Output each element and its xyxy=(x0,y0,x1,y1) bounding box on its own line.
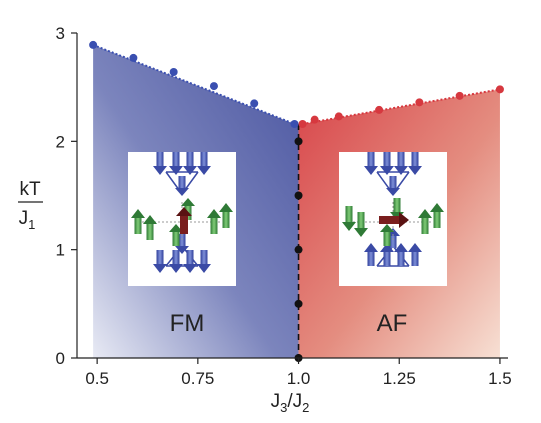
y-tick-label: 3 xyxy=(56,24,65,43)
data-point xyxy=(298,120,307,128)
fm-inset-image xyxy=(128,152,236,286)
data-point xyxy=(294,299,303,308)
x-tick-label: 0.75 xyxy=(181,369,214,388)
data-point xyxy=(89,40,98,49)
data-point xyxy=(375,105,384,114)
y-tick-label: 1 xyxy=(56,241,65,260)
af-inset-image xyxy=(339,152,447,286)
tick-labels: 0.5 0.75 1.0 1.25 1.5 0 1 2 3 xyxy=(56,24,512,388)
y-tick-label: 0 xyxy=(56,349,65,368)
data-point xyxy=(294,245,303,254)
data-point xyxy=(129,53,138,62)
y-tick-label: 2 xyxy=(56,132,65,151)
x-axis-label: J3/J2 xyxy=(271,391,310,415)
fm-boundary-line xyxy=(92,43,295,125)
data-point xyxy=(310,115,319,124)
x-tick-label: 1.25 xyxy=(383,369,416,388)
data-point xyxy=(334,112,343,121)
data-point xyxy=(495,85,504,94)
data-point xyxy=(294,191,303,200)
data-point xyxy=(209,82,218,91)
fm-region-label: FM xyxy=(170,310,205,337)
af-region-label: AF xyxy=(377,310,408,337)
data-point xyxy=(455,91,464,100)
y-axis-label: kT J1 xyxy=(18,179,43,232)
data-point xyxy=(169,68,178,76)
data-point xyxy=(415,98,424,107)
x-tick-label: 1.5 xyxy=(488,369,512,388)
y-label-denominator: J1 xyxy=(19,208,36,232)
data-point xyxy=(294,137,303,146)
data-point xyxy=(290,120,299,128)
y-label-numerator: kT xyxy=(19,179,41,200)
x-tick-label: 0.5 xyxy=(85,369,109,388)
axes xyxy=(76,33,508,359)
data-points xyxy=(89,40,504,362)
data-point xyxy=(250,99,259,108)
x-tick-label: 1.0 xyxy=(287,369,311,388)
